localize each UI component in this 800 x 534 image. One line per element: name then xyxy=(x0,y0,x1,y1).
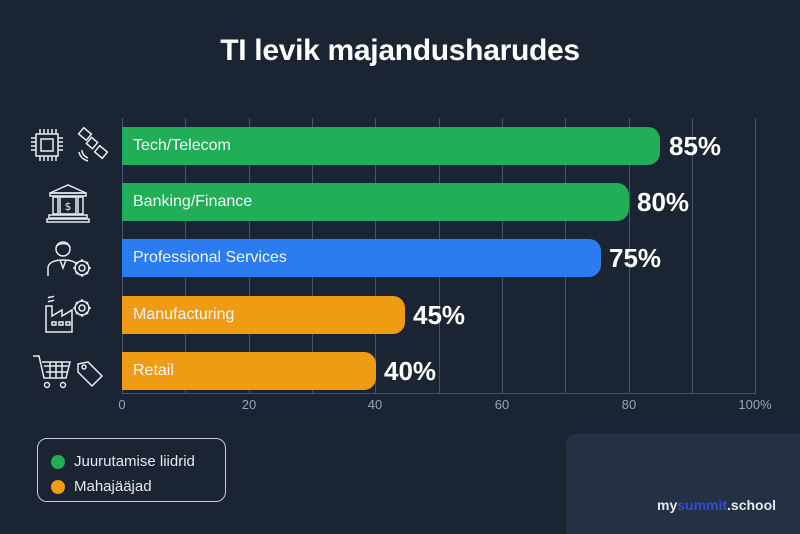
legend: Juurutamise liidrid Mahajääjad xyxy=(37,438,226,502)
bar-professional-services: Professional Services xyxy=(122,239,601,277)
bar-label: Professional Services xyxy=(133,249,287,266)
x-tick-label: 0 xyxy=(118,397,126,412)
bar-manufacturing: Manufacturing xyxy=(122,296,405,334)
gridline xyxy=(692,118,693,394)
cart-tag-icon xyxy=(30,352,110,392)
brand-part-school: .school xyxy=(727,497,777,513)
bar-label: Banking/Finance xyxy=(133,193,253,210)
bar-banking-finance: Banking/Finance xyxy=(122,183,629,221)
bar-label: Manufacturing xyxy=(133,306,235,323)
brand-logo: mysummit.school xyxy=(657,497,776,513)
legend-dot-orange-icon xyxy=(51,479,65,494)
legend-item-leaders: Juurutamise liidrid xyxy=(51,449,225,474)
legend-dot-green-icon xyxy=(51,454,65,469)
bar-label: Retail xyxy=(133,362,174,379)
brand-panel xyxy=(566,434,800,534)
gridline xyxy=(755,118,756,394)
bar-value-label: 85% xyxy=(669,131,722,161)
bar-retail: Retail xyxy=(122,352,376,390)
bar-value-label: 45% xyxy=(413,300,466,330)
chip-satellite-icon xyxy=(30,126,110,166)
x-tick-label: 80 xyxy=(621,397,637,412)
x-tick-label: 40 xyxy=(367,397,383,412)
bank-icon: $ xyxy=(30,183,110,223)
bar-label: Tech/Telecom xyxy=(133,137,231,154)
bar-value-label: 75% xyxy=(609,243,662,273)
x-axis-line xyxy=(122,393,755,394)
x-tick-label: 60 xyxy=(494,397,510,412)
x-tick-label: 20 xyxy=(241,397,257,412)
professional-gear-icon xyxy=(30,238,110,278)
factory-gear-icon xyxy=(30,294,110,334)
bar-value-label: 80% xyxy=(637,187,690,217)
gridline xyxy=(629,118,630,394)
bar-value-label: 40% xyxy=(384,356,437,386)
x-tick-label: 100% xyxy=(738,397,772,412)
legend-label: Juurutamise liidrid xyxy=(74,453,195,470)
brand-part-summit: summit xyxy=(677,497,728,513)
brand-part-my: my xyxy=(657,497,678,513)
legend-item-laggards: Mahajääjad xyxy=(51,474,225,499)
chart-title: TI levik majandusharudes xyxy=(220,34,580,67)
bar-tech-telecom: Tech/Telecom xyxy=(122,127,660,165)
legend-label: Mahajääjad xyxy=(74,478,152,495)
svg-text:$: $ xyxy=(65,200,72,213)
